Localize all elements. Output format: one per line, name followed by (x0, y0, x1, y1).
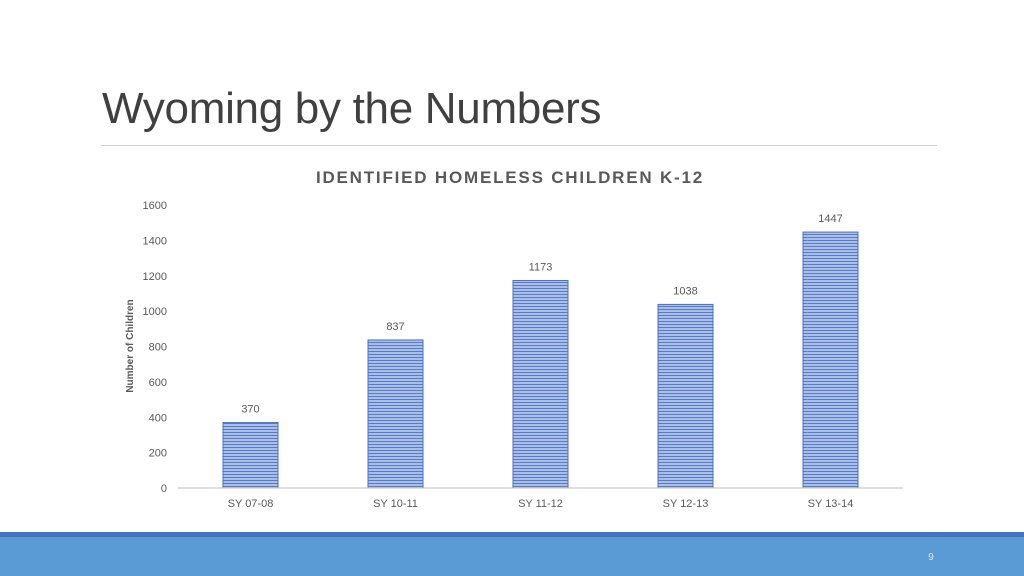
data-label: 1173 (529, 262, 553, 274)
footer-accent-strip (0, 532, 1024, 537)
y-tick-label: 1000 (143, 306, 167, 318)
data-labels: 370 837 1173 1038 1447 (241, 213, 842, 415)
x-axis-ticks: SY 07-08 SY 10-11 SY 11-12 SY 12-13 SY 13-14 (228, 498, 854, 510)
x-tick-label: SY 12-13 (663, 498, 709, 510)
footer-band (0, 537, 1024, 576)
data-label: 1038 (673, 285, 697, 297)
y-axis-ticks: 0 200 400 600 800 1000 1200 1400 1600 (143, 200, 167, 495)
y-tick-label: 600 (149, 377, 167, 389)
data-label: 837 (386, 321, 404, 333)
bar-chart: IDENTIFIED HOMELESS CHILDREN K-12 Number… (125, 168, 903, 510)
x-tick-label: SY 11-12 (518, 498, 563, 510)
bar (367, 339, 424, 489)
bars (222, 231, 859, 489)
page-number: 9 (928, 552, 934, 563)
bar (222, 422, 279, 489)
y-tick-label: 0 (161, 483, 167, 495)
chart-title: IDENTIFIED HOMELESS CHILDREN K-12 (316, 168, 704, 187)
y-tick-label: 1400 (143, 235, 167, 247)
bar (802, 231, 859, 489)
y-tick-label: 400 (149, 412, 167, 424)
y-axis-label: Number of Children (125, 299, 136, 392)
y-tick-label: 800 (149, 342, 167, 354)
y-tick-label: 200 (149, 448, 167, 460)
x-tick-label: SY 07-08 (228, 498, 274, 510)
y-tick-label: 1600 (143, 200, 167, 212)
data-label: 370 (241, 404, 259, 416)
bar (657, 303, 714, 489)
slide-title: Wyoming by the Numbers (102, 84, 602, 133)
bar (512, 280, 569, 489)
y-tick-label: 1200 (143, 271, 167, 283)
x-tick-label: SY 10-11 (373, 498, 418, 510)
data-label: 1447 (818, 213, 842, 225)
x-tick-label: SY 13-14 (808, 498, 854, 510)
title-divider (101, 145, 937, 146)
